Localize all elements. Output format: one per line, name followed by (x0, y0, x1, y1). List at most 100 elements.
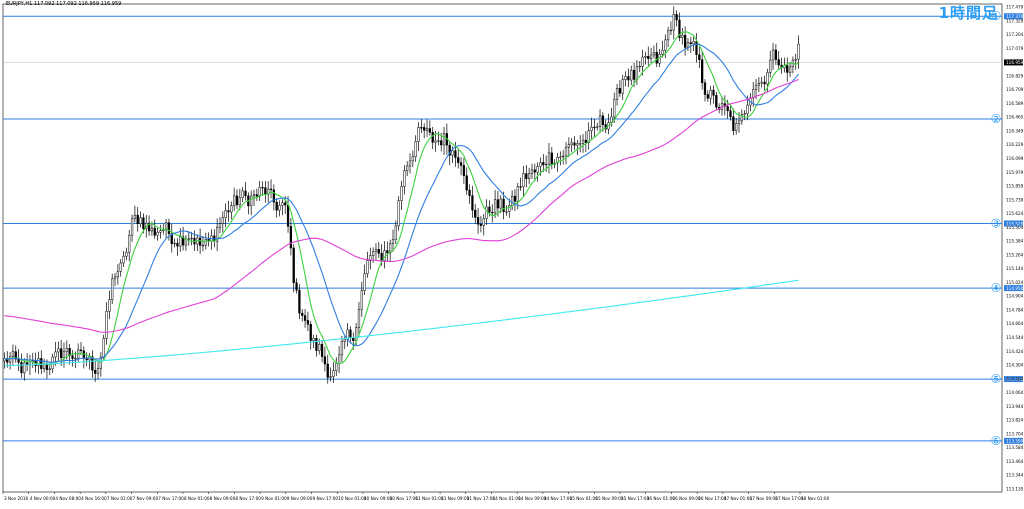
level-marker-2: ② (991, 112, 1002, 126)
candle-body (204, 239, 207, 246)
candle-body (686, 42, 690, 48)
candle-body (133, 214, 137, 219)
candle-body (119, 262, 122, 272)
candle-body (777, 59, 780, 66)
y-tick-label: 116.465 (1006, 115, 1024, 120)
x-tick-label: 10 Nov 01:00 (338, 496, 367, 501)
candle-body (462, 165, 466, 176)
candle-body (23, 362, 26, 374)
candle-body (111, 278, 114, 300)
candle-body (309, 323, 312, 341)
candle-body (17, 358, 20, 363)
candle-body (681, 35, 684, 38)
candle-body (669, 29, 673, 32)
candle-body (164, 222, 168, 231)
candle-body (763, 81, 766, 85)
candle-body (493, 199, 497, 214)
candle-body (303, 315, 307, 321)
candle-body (374, 249, 378, 252)
candle-body (60, 348, 63, 359)
candle-body (678, 19, 681, 38)
candle-body (584, 139, 587, 143)
candle-body (320, 344, 324, 357)
level-price-tag: 113.590 (1006, 439, 1024, 444)
candle-body (425, 128, 429, 131)
candle-body (689, 42, 692, 45)
x-tick-label: 4 Nov 00:00 (30, 496, 56, 501)
candle-body (760, 81, 763, 84)
candle-body (757, 82, 761, 86)
candle-body (252, 194, 256, 197)
candle-body (57, 348, 60, 353)
candle-body (468, 189, 471, 196)
candle-body (414, 141, 417, 157)
y-tick-label: 115.739 (1006, 197, 1024, 202)
candle-body (65, 348, 68, 352)
candle-body (652, 52, 656, 56)
candle-body (159, 230, 162, 233)
candle-body (235, 195, 239, 206)
x-tick-label: 7 Nov 09:00 (133, 496, 159, 501)
candle-body (113, 276, 117, 280)
candle-body (176, 242, 179, 247)
candle-body (579, 143, 582, 145)
candle-body (641, 56, 644, 67)
x-tick-label: 14 Nov 17:00 (544, 496, 573, 501)
candle-body (147, 222, 151, 232)
candle-body (630, 70, 633, 81)
candle-body (389, 243, 392, 254)
candle-body (150, 227, 154, 232)
candle-body (613, 99, 616, 118)
x-tick-label: 17 Nov 01:00 (724, 496, 753, 501)
y-tick-label: 117.204 (1006, 32, 1024, 37)
candle-body (562, 155, 565, 158)
candle-body (170, 233, 173, 244)
candle-body (224, 210, 227, 218)
candle-body (380, 253, 383, 261)
candle-body (502, 198, 505, 212)
candle-body (627, 76, 630, 81)
candle-body (360, 290, 363, 310)
candle-body (448, 144, 451, 156)
candle-body (377, 249, 380, 254)
candle-body (74, 357, 77, 360)
y-tick-label: 115.144 (1006, 266, 1024, 271)
candle-body (769, 59, 772, 73)
candle-body (241, 190, 244, 199)
x-tick-label: 18 Nov 01:00 (801, 496, 830, 501)
candle-body (369, 255, 372, 261)
candle-body (598, 115, 602, 127)
candle-body (94, 370, 97, 374)
x-tick-label: 9 Nov 17:00 (313, 496, 339, 501)
candle-body (615, 88, 619, 100)
candle-body (746, 104, 749, 114)
candle-body (556, 156, 559, 164)
level-marker-6: ⑥ (991, 434, 1002, 448)
candle-body (590, 126, 593, 131)
candle-body (190, 237, 193, 240)
x-tick-label: 9 Nov 09:00 (287, 496, 313, 501)
y-tick-label: 115.384 (1006, 239, 1024, 244)
y-tick-label: 117.079 (1006, 46, 1024, 51)
candle-body (332, 370, 335, 377)
candle-body (122, 255, 125, 264)
candle-body (349, 329, 352, 339)
candle-body (326, 363, 329, 378)
candle-body (40, 358, 43, 370)
candle-body (357, 308, 361, 328)
y-tick-label: 114.184 (1006, 376, 1024, 381)
candle-body (255, 194, 258, 197)
candle-body (737, 120, 741, 124)
x-tick-label: 7 Nov 17:00 (158, 496, 184, 501)
candle-body (698, 54, 701, 60)
y-tick-label: 115.859 (1006, 184, 1024, 189)
candle-body (547, 152, 551, 165)
candle-body (474, 209, 477, 218)
candle-body (729, 110, 732, 118)
candle-body (695, 41, 698, 55)
x-tick-label: 8 Nov 01:00 (184, 496, 210, 501)
candle-body (136, 214, 139, 225)
candle-body (647, 55, 650, 59)
